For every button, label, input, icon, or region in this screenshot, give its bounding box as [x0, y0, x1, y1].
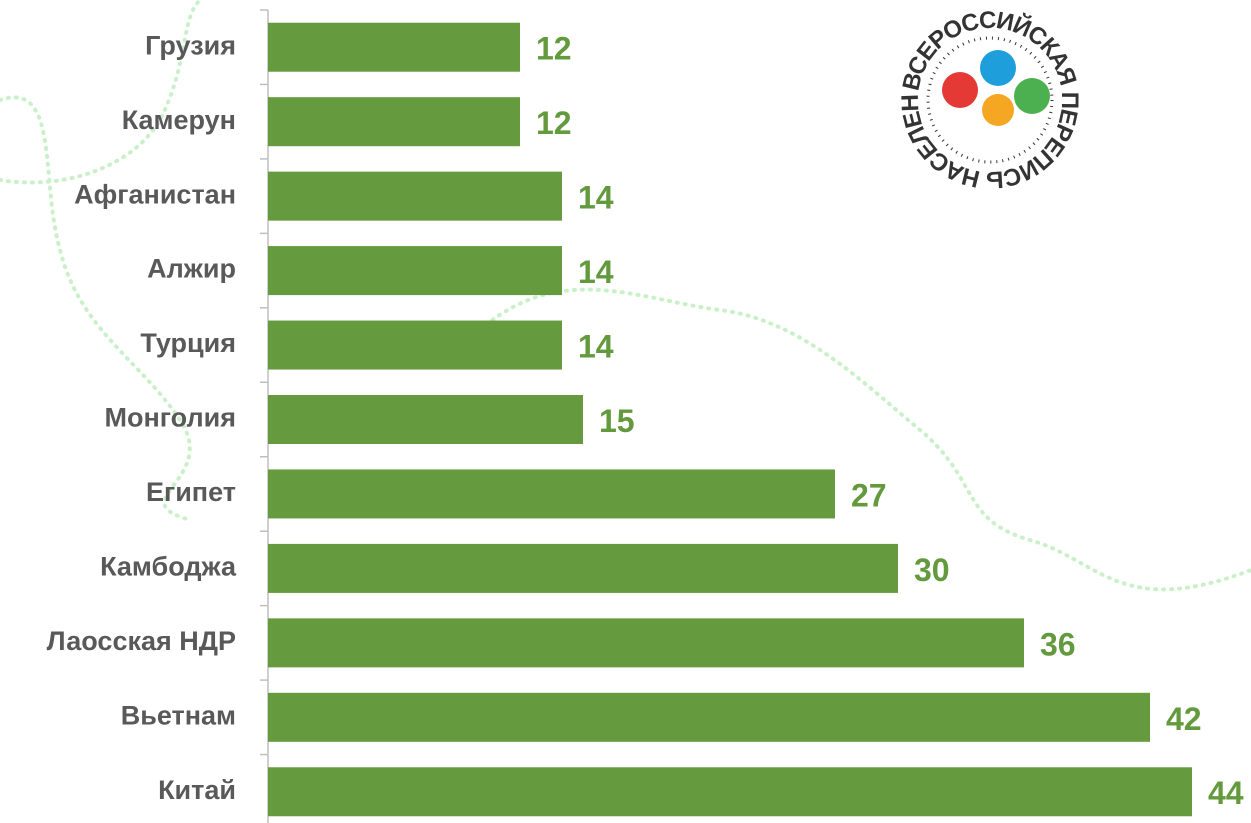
value-label: 30: [914, 552, 950, 588]
logo: ВСЕРОССИЙСКАЯ ПЕРЕПИСЬ НАСЕЛЕНИЯ: [897, 7, 1083, 193]
category-label: Вьетнам: [121, 700, 236, 730]
category-label: Афганистан: [74, 179, 236, 209]
background-decoration: [0, 0, 1251, 592]
bar: [268, 692, 1150, 742]
value-label: 14: [578, 180, 614, 216]
bar: [268, 543, 898, 593]
logo-bubble: [982, 94, 1014, 126]
bar: [268, 320, 562, 370]
bar: [268, 767, 1192, 817]
logo-bubble: [942, 72, 978, 108]
category-label: Камерун: [122, 105, 236, 135]
value-label: 12: [536, 105, 572, 141]
value-label: 14: [578, 328, 614, 364]
value-label: 42: [1166, 701, 1202, 737]
value-label: 15: [599, 403, 635, 439]
bar: [268, 171, 562, 221]
bar: [268, 395, 583, 444]
value-label: 36: [1040, 626, 1076, 662]
category-label: Монголия: [104, 403, 236, 433]
value-label: 14: [578, 254, 614, 290]
bar: [268, 469, 835, 519]
bar: [268, 618, 1024, 668]
category-label: Китай: [158, 775, 236, 805]
bar: [268, 246, 562, 296]
logo-ring: [926, 36, 1054, 164]
logo-bubble: [1014, 78, 1050, 114]
category-label: Турция: [140, 328, 236, 358]
value-label: 12: [536, 31, 572, 67]
category-label: Алжир: [147, 254, 236, 284]
category-label: Египет: [146, 477, 236, 507]
logo-bubble: [980, 50, 1016, 86]
category-label: Лаосская НДР: [47, 626, 236, 656]
category-label: Камбоджа: [100, 552, 237, 582]
category-label: Грузия: [145, 30, 236, 60]
value-label: 27: [851, 477, 887, 513]
value-label: 44: [1208, 775, 1244, 811]
bar: [268, 22, 520, 72]
bar: [268, 97, 520, 147]
